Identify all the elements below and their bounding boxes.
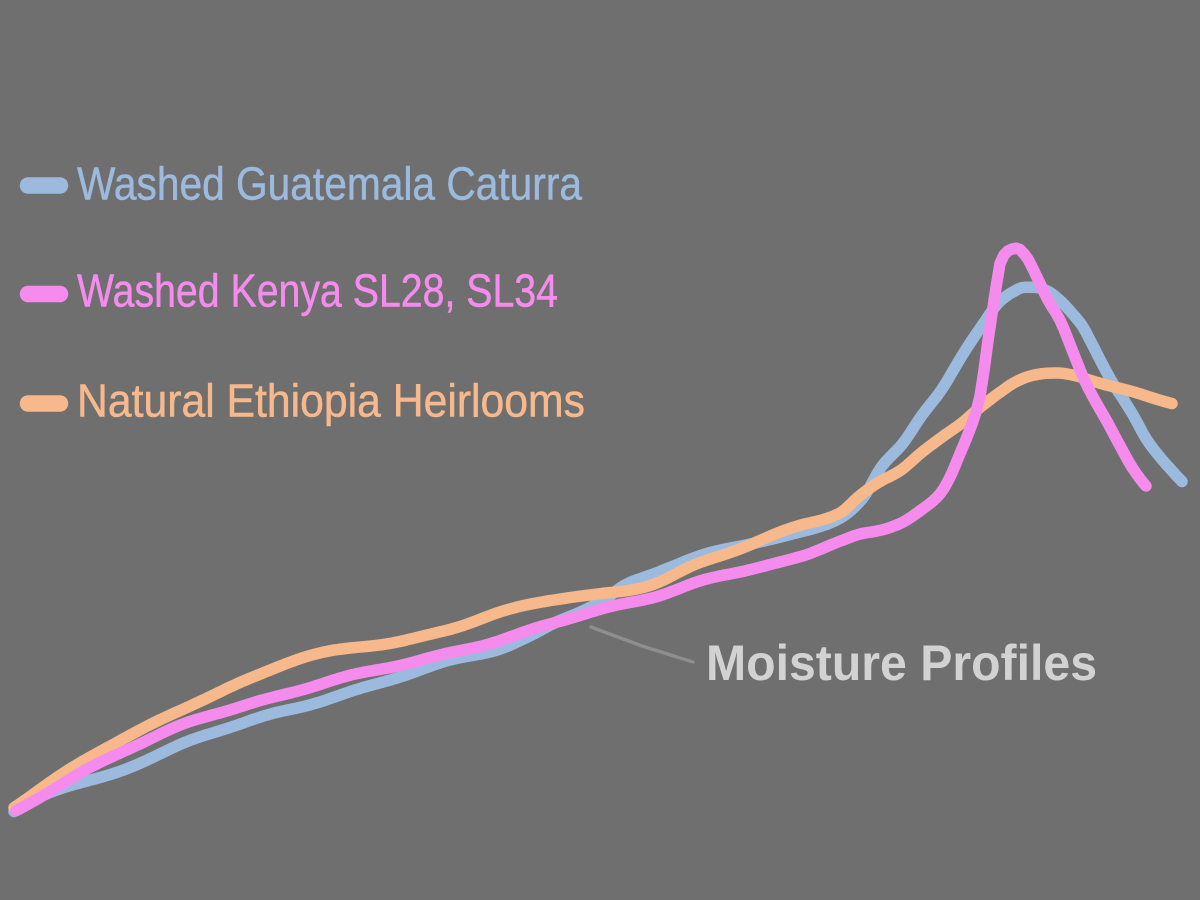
svg-text:Washed Kenya SL28, SL34: Washed Kenya SL28, SL34 <box>77 265 558 317</box>
svg-text:Moisture Profiles: Moisture Profiles <box>706 635 1097 691</box>
svg-text:Washed Guatemala Caturra: Washed Guatemala Caturra <box>77 158 582 210</box>
svg-text:Natural Ethiopia Heirlooms: Natural Ethiopia Heirlooms <box>77 375 585 427</box>
